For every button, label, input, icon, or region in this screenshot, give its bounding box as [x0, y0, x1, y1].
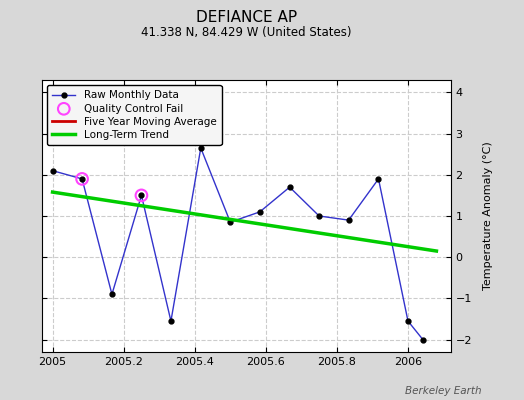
Raw Monthly Data — [420, 337, 426, 342]
Text: 41.338 N, 84.429 W (United States): 41.338 N, 84.429 W (United States) — [141, 26, 352, 39]
Line: Raw Monthly Data: Raw Monthly Data — [50, 146, 425, 342]
Raw Monthly Data — [227, 220, 233, 224]
Text: Berkeley Earth: Berkeley Earth — [406, 386, 482, 396]
Raw Monthly Data — [79, 176, 85, 181]
Raw Monthly Data — [345, 218, 352, 222]
Raw Monthly Data — [138, 193, 145, 198]
Raw Monthly Data — [168, 319, 174, 324]
Legend: Raw Monthly Data, Quality Control Fail, Five Year Moving Average, Long-Term Tren: Raw Monthly Data, Quality Control Fail, … — [47, 85, 222, 145]
Text: DEFIANCE AP: DEFIANCE AP — [196, 10, 297, 25]
Raw Monthly Data — [375, 176, 381, 181]
Raw Monthly Data — [287, 185, 293, 190]
Raw Monthly Data — [198, 146, 204, 150]
Raw Monthly Data — [257, 210, 263, 214]
Quality Control Fail — [137, 192, 146, 198]
Raw Monthly Data — [405, 319, 411, 324]
Y-axis label: Temperature Anomaly (°C): Temperature Anomaly (°C) — [483, 142, 493, 290]
Raw Monthly Data — [109, 292, 115, 297]
Quality Control Fail — [78, 176, 86, 182]
Raw Monthly Data — [49, 168, 56, 173]
Raw Monthly Data — [316, 214, 322, 218]
